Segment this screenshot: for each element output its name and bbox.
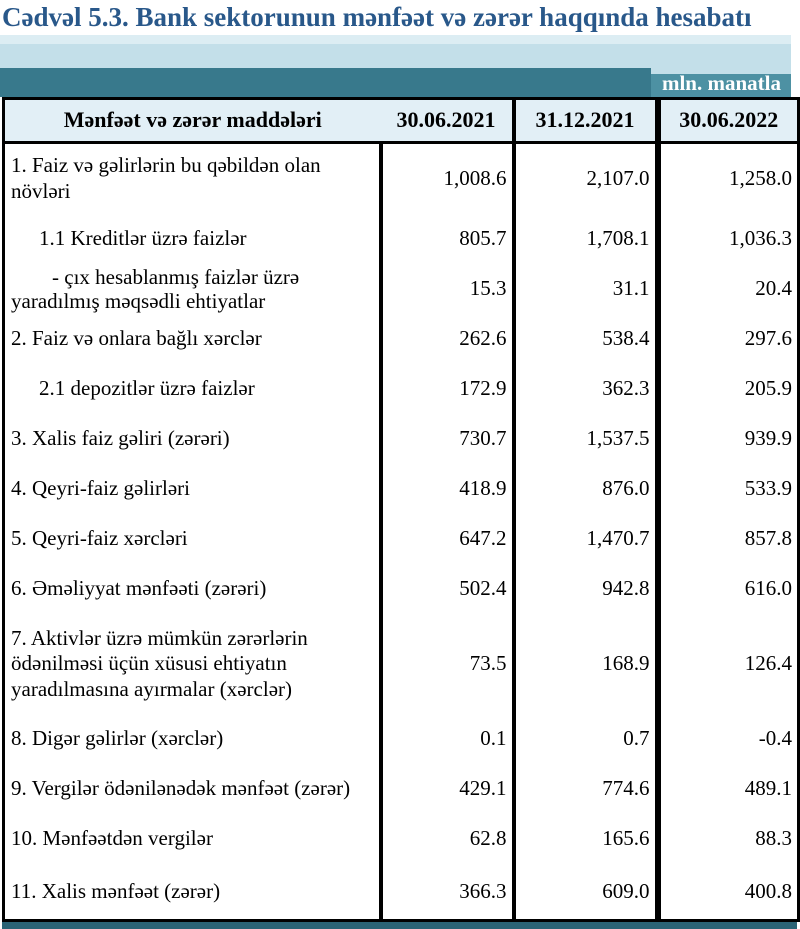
table-row: 10. Mənfəətdən vergilər 62.8 165.6 88.3 [3, 814, 799, 865]
banner-right-light-cell [651, 73, 791, 97]
table-row: - çıx hesablanmış faizlər üzrə yaradılmı… [3, 264, 799, 315]
row-value-period-1: 429.1 [378, 764, 514, 815]
profit-loss-table: Mənfəət və zərər maddələri 30.06.2021 31… [2, 96, 800, 922]
row-value-period-3: 616.0 [654, 564, 799, 615]
unit-label: mln. manatla [661, 70, 781, 95]
row-label: 11. Xalis mənfəət (zərər) [11, 878, 221, 903]
row-value-period-1: 0.1 [378, 714, 514, 765]
page-title: Cədvəl 5.3. Bank sektorunun mənfəət və z… [2, 2, 752, 32]
row-value-period-3: 489.1 [654, 764, 799, 815]
row-value-period-1: 262.6 [378, 314, 514, 365]
row-label: 2. Faiz və onlara bağlı xərclər [11, 326, 262, 351]
table-row: 4. Qeyri-faiz gəlirləri 418.9 876.0 533.… [3, 464, 799, 515]
row-label: 8. Digər gəlirlər (xərclər) [11, 726, 224, 751]
table-row: 11. Xalis mənfəət (zərər) 366.3 609.0 40… [3, 864, 799, 921]
col-header-period-3: 30.06.2022 [654, 98, 799, 144]
row-value-period-1: 647.2 [378, 514, 514, 565]
row-value-period-1: 730.7 [378, 414, 514, 465]
decorative-light-band [0, 34, 791, 68]
row-label: 4. Qeyri-faiz gəlirləri [11, 476, 190, 501]
row-value-period-3: 1,036.3 [654, 214, 799, 265]
row-value-period-2: 774.6 [511, 764, 658, 815]
row-value-period-1: 366.3 [378, 864, 514, 921]
row-value-period-3: 297.6 [654, 314, 799, 365]
row-label: 9. Vergilər ödənilənədək mənfəət (zərər) [11, 776, 351, 801]
table-row: 5. Qeyri-faiz xərcləri 647.2 1,470.7 857… [3, 514, 799, 565]
col-header-period-2: 31.12.2021 [511, 98, 658, 144]
row-value-period-3: 88.3 [654, 814, 799, 865]
row-label: 1. Faiz və gəlirlərin bu qəbildən olan n… [11, 153, 321, 203]
row-value-period-2: 168.9 [511, 614, 658, 715]
table-row: 8. Digər gəlirlər (xərclər) 0.1 0.7 -0.4 [3, 714, 799, 765]
row-value-period-1: 1,008.6 [378, 142, 514, 215]
row-label: 2.1 depozitlər üzrə faizlər [39, 376, 255, 401]
row-value-period-2: 1,470.7 [511, 514, 658, 565]
col-header-items: Mənfəət və zərər maddələri [3, 98, 381, 144]
row-value-period-3: 400.8 [654, 864, 799, 921]
row-label: 6. Əməliyyat mənfəəti (zərəri) [11, 576, 267, 601]
row-value-period-1: 62.8 [378, 814, 514, 865]
row-value-period-3: 20.4 [654, 264, 799, 315]
row-value-period-2: 165.6 [511, 814, 658, 865]
table-row: 1. Faiz və gəlirlərin bu qəbildən olan n… [3, 142, 799, 215]
row-value-period-3: 533.9 [654, 464, 799, 515]
row-value-period-1: 172.9 [378, 364, 514, 415]
row-label: 3. Xalis faiz gəliri (zərəri) [11, 426, 230, 451]
row-value-period-2: 1,537.5 [511, 414, 658, 465]
row-value-period-3: 126.4 [654, 614, 799, 715]
row-value-period-1: 805.7 [378, 214, 514, 265]
row-value-period-2: 609.0 [511, 864, 658, 921]
row-value-period-2: 876.0 [511, 464, 658, 515]
row-value-period-1: 502.4 [378, 564, 514, 615]
row-label: 5. Qeyri-faiz xərcləri [11, 526, 188, 551]
unit-banner: mln. manatla [0, 67, 791, 97]
row-value-period-3: 205.9 [654, 364, 799, 415]
row-value-period-1: 418.9 [378, 464, 514, 515]
table-row: 2. Faiz və onlara bağlı xərclər 262.6 53… [3, 314, 799, 365]
row-value-period-3: 939.9 [654, 414, 799, 465]
row-label: 10. Mənfəətdən vergilər [11, 826, 213, 851]
bottom-teal-strip [2, 921, 797, 929]
row-value-period-2: 0.7 [511, 714, 658, 765]
col-header-period-1: 30.06.2021 [380, 98, 514, 144]
row-value-period-2: 1,708.1 [511, 214, 658, 265]
header-row: Mənfəət və zərər maddələri 30.06.2021 31… [3, 98, 799, 144]
row-label: 1.1 Kreditlər üzrə faizlər [39, 226, 247, 251]
row-value-period-1: 15.3 [378, 264, 514, 315]
table-body: 1. Faiz və gəlirlərin bu qəbildən olan n… [3, 142, 799, 921]
row-label: - çıx hesablanmış faizlər üzrə yaradılmı… [11, 265, 300, 314]
row-value-period-3: -0.4 [654, 714, 799, 765]
banner-right-light-strip [651, 67, 791, 74]
row-value-period-2: 362.3 [511, 364, 658, 415]
row-value-period-2: 942.8 [511, 564, 658, 615]
row-value-period-2: 2,107.0 [511, 142, 658, 215]
row-value-period-2: 31.1 [511, 264, 658, 315]
row-value-period-2: 538.4 [511, 314, 658, 365]
row-value-period-1: 73.5 [378, 614, 514, 715]
table-row: 3. Xalis faiz gəliri (zərəri) 730.7 1,53… [3, 414, 799, 465]
row-label: 7. Aktivlər üzrə mümkün zərərlərin ödəni… [11, 625, 308, 701]
row-value-period-3: 1,258.0 [654, 142, 799, 215]
row-value-period-3: 857.8 [654, 514, 799, 565]
table-row: 2.1 depozitlər üzrə faizlər 172.9 362.3 … [3, 364, 799, 415]
table-row: 9. Vergilər ödənilənədək mənfəət (zərər)… [3, 764, 799, 815]
table-row: 6. Əməliyyat mənfəəti (zərəri) 502.4 942… [3, 564, 799, 615]
table-row: 1.1 Kreditlər üzrə faizlər 805.7 1,708.1… [3, 214, 799, 265]
table-row: 7. Aktivlər üzrə mümkün zərərlərin ödəni… [3, 614, 799, 715]
